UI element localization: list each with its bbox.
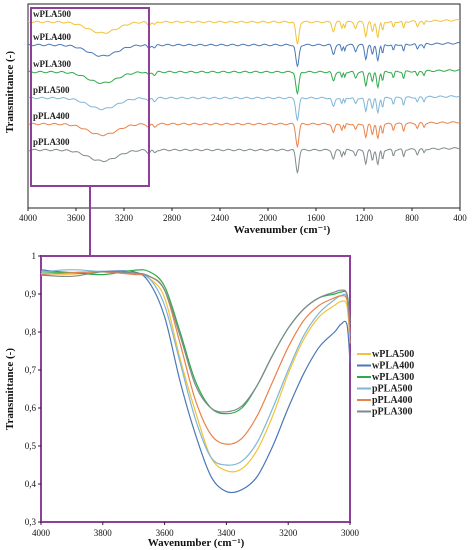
bottom-x-ticks: 4000 3800 3600 3400 3200 3000 <box>32 522 360 538</box>
top-plot-frame <box>27 3 461 209</box>
top-x-tick-label: 800 <box>405 213 419 223</box>
top-x-tick-label: 1200 <box>355 213 374 223</box>
top-series-labels: wPLA500 wPLA400 wPLA300 pPLA500 pPLA400 pPLA3… <box>33 9 71 147</box>
top-series-line <box>27 41 461 68</box>
top-series-label: pPLA300 <box>33 137 70 147</box>
top-series-line <box>27 69 461 96</box>
bottom-y-tick-label: 0,8 <box>25 327 37 337</box>
top-x-tick-label: 2000 <box>259 213 278 223</box>
top-x-tick-label: 3200 <box>115 213 134 223</box>
top-x-tick-label: 2400 <box>211 213 230 223</box>
top-series-line <box>27 147 460 175</box>
bottom-x-tick-label: 3200 <box>279 528 298 538</box>
top-x-tick-label: 4000 <box>19 213 38 223</box>
legend-label: pPLA500 <box>372 384 413 395</box>
top-series-lines <box>27 19 461 175</box>
top-x-ticks: 4000 3600 3200 2800 2400 2000 1600 1200 800 400 <box>19 208 467 223</box>
bottom-y-axis-title: Transmittance (-) <box>4 348 16 430</box>
bottom-series-line <box>40 271 351 445</box>
bottom-chart: 4000 3800 3600 3400 3200 3000 0,3 0,4 0,5 0,6 0,7… <box>4 251 414 549</box>
bottom-y-tick-label: 0,9 <box>25 289 37 299</box>
bottom-y-tick-label: 0,4 <box>25 479 37 489</box>
top-series-label: wPLA300 <box>33 59 71 69</box>
bottom-x-tick-label: 3000 <box>341 528 360 538</box>
top-x-tick-label: 400 <box>453 213 467 223</box>
legend-label: wPLA500 <box>372 349 414 360</box>
bottom-series-line <box>40 271 351 413</box>
top-series-label: pPLA400 <box>33 111 70 121</box>
bottom-plot-frame <box>40 255 351 523</box>
bottom-x-axis-title: Wavenumber (cm⁻¹) <box>148 537 245 549</box>
top-series-line <box>27 121 461 149</box>
bottom-series-line <box>40 271 351 473</box>
top-x-axis-title: Wavenumber (cm⁻¹) <box>234 224 331 236</box>
top-chart: wPLA500 wPLA400 wPLA300 pPLA500 pPLA400 pPLA3… <box>4 3 467 236</box>
bottom-y-tick-label: 1 <box>32 251 37 261</box>
top-x-tick-label: 2800 <box>163 213 182 223</box>
bottom-y-ticks: 0,3 0,4 0,5 0,6 0,7 0,8 0,9 1 <box>25 251 41 527</box>
legend: wPLA500wPLA400wPLA300pPLA500pPLA400pPLA3… <box>357 349 414 418</box>
legend-label: wPLA300 <box>372 372 414 383</box>
top-series-line <box>27 19 461 46</box>
top-series-label: wPLA500 <box>33 9 71 19</box>
top-series-label: wPLA400 <box>33 32 71 42</box>
top-y-axis-title: Transmittance (-) <box>4 51 16 133</box>
top-x-tick-label: 1600 <box>307 213 326 223</box>
bottom-x-tick-label: 3800 <box>94 528 113 538</box>
bottom-y-tick-label: 0,3 <box>25 517 37 527</box>
bottom-y-tick-label: 0,5 <box>25 441 37 451</box>
bottom-x-tick-label: 3400 <box>217 528 236 538</box>
bottom-y-tick-label: 0,6 <box>25 403 37 413</box>
legend-label: pPLA400 <box>372 395 413 406</box>
bottom-series-lines <box>40 269 351 494</box>
top-series-label: pPLA500 <box>33 85 70 95</box>
legend-label: wPLA400 <box>372 361 414 372</box>
bottom-series-line <box>40 269 351 415</box>
top-x-tick-label: 3600 <box>67 213 86 223</box>
bottom-y-tick-label: 0,7 <box>25 365 37 375</box>
legend-label: pPLA300 <box>372 407 413 418</box>
bottom-x-tick-label: 3600 <box>156 528 175 538</box>
bottom-x-tick-label: 4000 <box>32 528 51 538</box>
bottom-series-line <box>40 269 351 494</box>
top-series-line <box>27 95 461 122</box>
